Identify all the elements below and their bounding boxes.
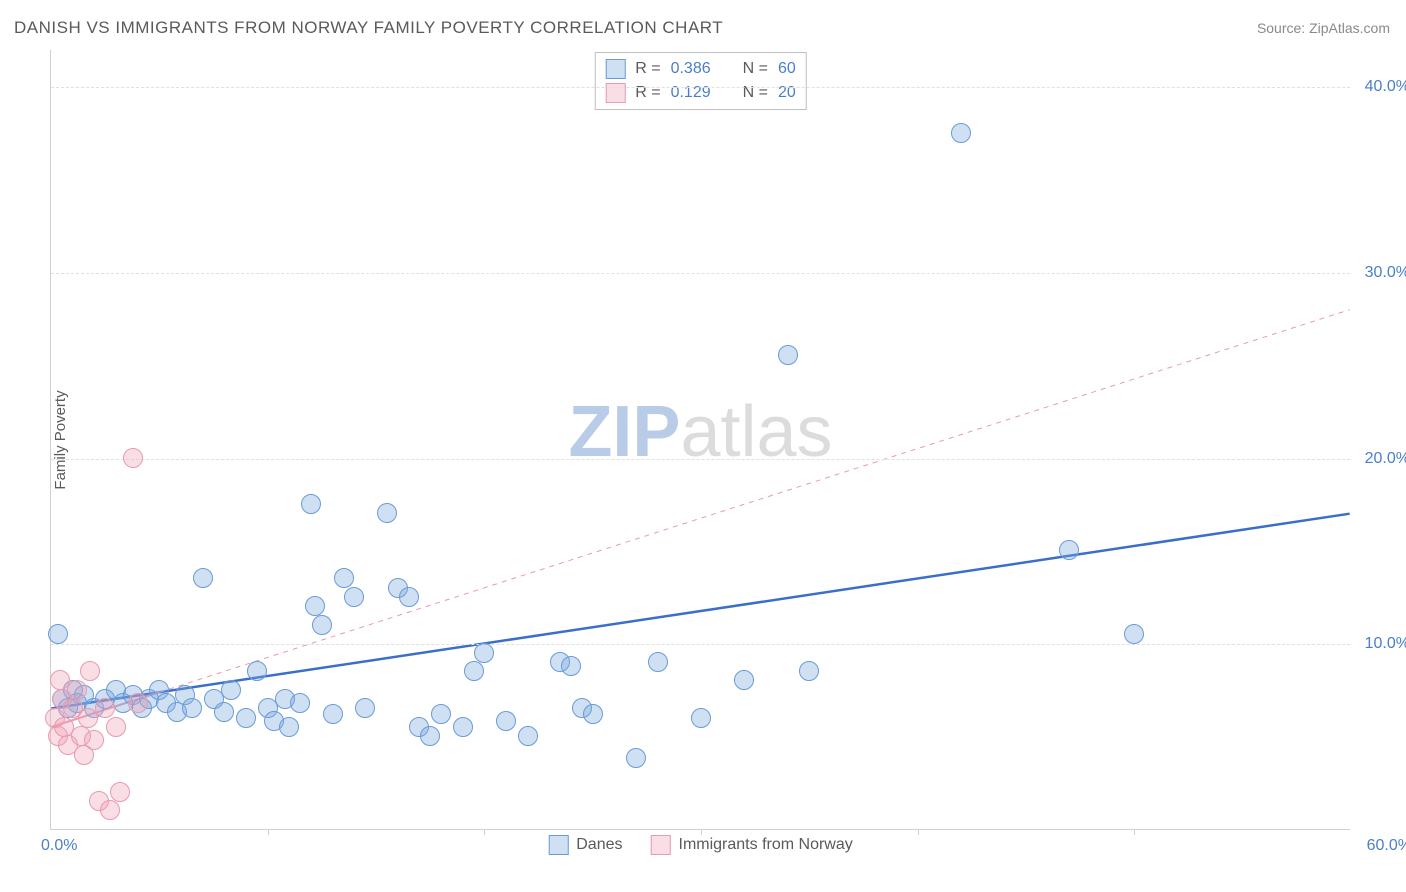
scatter-point <box>80 661 100 681</box>
scatter-point <box>84 730 104 750</box>
scatter-point <box>518 726 538 746</box>
legend-swatch <box>605 59 625 79</box>
scatter-point <box>290 693 310 713</box>
legend-r-value: 0.386 <box>671 60 711 78</box>
plot-area: Family Poverty ZIPatlas R =0.386N =60R =… <box>50 50 1350 830</box>
scatter-point <box>312 615 332 635</box>
legend-series-label: Danes <box>576 836 622 854</box>
scatter-point <box>399 587 419 607</box>
y-tick-label: 10.0% <box>1365 635 1406 653</box>
legend-series: Danes Immigrants from Norway <box>548 835 853 855</box>
source-label: Source: ZipAtlas.com <box>1257 20 1390 36</box>
scatter-point <box>496 711 516 731</box>
gridline-h <box>51 273 1350 274</box>
scatter-point <box>305 596 325 616</box>
gridline-h <box>51 644 1350 645</box>
gridline-h <box>51 459 1350 460</box>
chart-title: DANISH VS IMMIGRANTS FROM NORWAY FAMILY … <box>14 18 723 38</box>
x-tick-mark <box>1134 829 1135 835</box>
scatter-point <box>100 800 120 820</box>
scatter-point <box>1059 540 1079 560</box>
y-tick-label: 30.0% <box>1365 264 1406 282</box>
scatter-point <box>799 661 819 681</box>
legend-series-item: Immigrants from Norway <box>651 835 853 855</box>
scatter-point <box>420 726 440 746</box>
scatter-point <box>110 782 130 802</box>
x-tick-end: 60.0% <box>1367 837 1406 855</box>
legend-correlation-row: R = 0.386 N = 60 <box>605 57 796 81</box>
x-tick-mark <box>701 829 702 835</box>
scatter-point <box>951 123 971 143</box>
scatter-point <box>648 652 668 672</box>
legend-series-item: Danes <box>548 835 622 855</box>
gridline-h <box>51 87 1350 88</box>
scatter-point <box>778 345 798 365</box>
x-tick-start: 0.0% <box>41 837 77 855</box>
y-tick-label: 20.0% <box>1365 450 1406 468</box>
scatter-point <box>355 698 375 718</box>
legend-r-label: R = <box>635 60 660 78</box>
scatter-point <box>123 448 143 468</box>
scatter-point <box>474 643 494 663</box>
scatter-point <box>431 704 451 724</box>
scatter-point <box>334 568 354 588</box>
scatter-point <box>236 708 256 728</box>
legend-n-value: 60 <box>778 60 796 78</box>
scatter-point <box>48 624 68 644</box>
y-tick-label: 40.0% <box>1365 78 1406 96</box>
scatter-point <box>453 717 473 737</box>
legend-swatch <box>605 83 625 103</box>
legend-correlation-row: R =0.129N =20 <box>605 81 796 105</box>
scatter-point <box>128 693 148 713</box>
scatter-point <box>214 702 234 722</box>
scatter-point <box>67 680 87 700</box>
scatter-point <box>221 680 241 700</box>
scatter-point <box>561 656 581 676</box>
scatter-point <box>247 661 267 681</box>
scatter-point <box>377 503 397 523</box>
scatter-point <box>279 717 299 737</box>
scatter-point <box>182 698 202 718</box>
scatter-point <box>344 587 364 607</box>
scatter-point <box>106 717 126 737</box>
x-tick-mark <box>918 829 919 835</box>
x-tick-mark <box>484 829 485 835</box>
scatter-point <box>323 704 343 724</box>
scatter-point <box>583 704 603 724</box>
scatter-point <box>1124 624 1144 644</box>
scatter-point <box>193 568 213 588</box>
chart-container: DANISH VS IMMIGRANTS FROM NORWAY FAMILY … <box>0 0 1406 892</box>
watermark: ZIPatlas <box>568 390 832 472</box>
legend-correlation: R = 0.386 N = 60 R =0.129N =20 <box>594 52 807 110</box>
x-tick-mark <box>268 829 269 835</box>
legend-swatch <box>651 835 671 855</box>
scatter-point <box>626 748 646 768</box>
scatter-point <box>301 494 321 514</box>
scatter-point <box>464 661 484 681</box>
legend-swatch <box>548 835 568 855</box>
scatter-point <box>691 708 711 728</box>
scatter-point <box>734 670 754 690</box>
y-axis-label: Family Poverty <box>52 390 69 489</box>
legend-series-label: Immigrants from Norway <box>679 836 853 854</box>
legend-n-label: N = <box>743 60 768 78</box>
scatter-point <box>95 698 115 718</box>
